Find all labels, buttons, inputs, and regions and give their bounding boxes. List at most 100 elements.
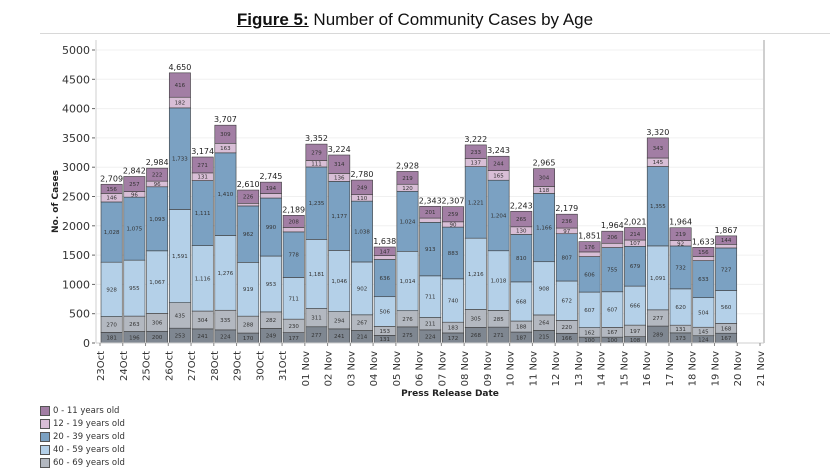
x-tick-label: 16 Nov [642, 351, 653, 387]
segment-label: 107 [630, 241, 641, 247]
segment-label: 711 [425, 295, 436, 301]
segment-label: 305 [471, 316, 482, 322]
segment-label: 197 [630, 329, 641, 335]
segment-label: 220 [562, 325, 573, 331]
bar-segment [373, 255, 396, 260]
segment-label: 211 [425, 322, 436, 328]
x-tick-label: 29Oct [233, 351, 244, 381]
legend-label: 40 - 59 years old [53, 444, 125, 455]
legend-swatch [40, 444, 50, 455]
segment-label: 253 [175, 334, 186, 340]
legend-item: 40 - 59 years old [40, 443, 125, 456]
segment-label: 145 [698, 329, 709, 335]
segment-label: 147 [379, 249, 390, 255]
segment-label: 259 [448, 212, 459, 218]
bar-stack: 124 145 504 633 156 1,633 [692, 237, 715, 343]
segment-label: 165 [493, 173, 504, 179]
segment-label: 288 [243, 323, 254, 329]
segment-label: 679 [630, 264, 641, 270]
x-axis-title: Press Release Date [401, 389, 499, 399]
x-tick-label: 03 Nov [346, 351, 357, 387]
bar-stack: 214 267 902 1,038 110 249 2,780 [351, 170, 374, 344]
legend-label: 60 - 69 years old [53, 457, 125, 468]
segment-label: 711 [288, 296, 299, 302]
total-label: 2,610 [237, 180, 260, 189]
segment-label: 620 [675, 305, 686, 311]
y-tick-label: 5000 [62, 44, 90, 57]
segment-label: 241 [334, 334, 345, 340]
total-label: 2,965 [533, 159, 556, 168]
bar-segment [328, 154, 351, 174]
total-label: 2,780 [351, 170, 374, 179]
segment-label: 282 [266, 318, 277, 324]
segment-label: 92 [677, 241, 684, 247]
bar-stack: 167 168 560 727 144 1,867 [715, 226, 738, 344]
bars: 181 270 928 1,028 146 156 2,709 196 263 955 1,075 9… [100, 63, 737, 344]
segment-label: 173 [675, 336, 686, 342]
bar-segment [373, 246, 396, 256]
total-label: 3,707 [214, 115, 237, 124]
segment-label: 304 [197, 318, 208, 324]
y-tick-label: 3500 [62, 132, 90, 145]
x-tick-label: 07 Nov [437, 351, 448, 387]
total-label: 3,224 [328, 145, 351, 154]
segment-label: 314 [334, 162, 345, 168]
bar-stack: 200 306 1,067 1,093 96 222 2,984 [146, 158, 169, 344]
segment-label: 271 [493, 333, 504, 339]
segment-label: 953 [266, 282, 277, 288]
legend-item: 60 - 69 years old [40, 456, 125, 469]
legend-swatch [40, 457, 50, 468]
segment-label: 1,028 [104, 230, 120, 236]
segment-label: 201 [425, 210, 436, 216]
chart-title: Figure 5: Number of Community Cases by A… [0, 10, 830, 30]
segment-label: 100 [584, 338, 595, 344]
bar-stack: 289 277 1,091 1,355 145 343 3,320 [646, 128, 669, 344]
segment-label: 90 [450, 222, 457, 228]
total-label: 2,243 [510, 201, 533, 210]
bar-segment [214, 124, 237, 144]
x-tick-label: 06 Nov [415, 351, 426, 387]
segment-label: 214 [630, 232, 641, 238]
segment-label: 145 [653, 160, 664, 166]
segment-label: 130 [516, 229, 527, 235]
segment-label: 727 [721, 267, 732, 273]
segment-label: 416 [175, 83, 186, 89]
segment-label: 222 [152, 173, 163, 179]
segment-label: 111 [311, 162, 322, 168]
segment-label: 146 [106, 196, 117, 202]
x-tick-label: 10 Nov [506, 351, 517, 387]
segment-label: 1,091 [650, 276, 666, 282]
segment-label: 215 [539, 335, 550, 341]
bar-segment [260, 181, 282, 194]
segment-label: 1,410 [218, 192, 234, 198]
segment-label: 268 [471, 333, 482, 339]
segment-label: 257 [129, 182, 140, 188]
total-label: 2,984 [146, 158, 169, 167]
segment-label: 162 [584, 330, 595, 336]
segment-label: 1,235 [309, 201, 325, 207]
bar-stack: 253 435 1,591 1,733 182 416 4,650 [168, 63, 191, 344]
y-tick-label: 2500 [62, 191, 90, 204]
segment-label: 778 [288, 253, 299, 259]
segment-label: 120 [402, 186, 413, 192]
bar-segment [237, 189, 260, 204]
segment-label: 137 [471, 161, 482, 167]
bar-stack: 100 162 607 606 176 1,851 [578, 232, 601, 344]
bar-segment [715, 235, 738, 245]
segment-label: 1,591 [172, 254, 188, 260]
segment-label: 1,111 [195, 211, 211, 217]
x-tick-label: 24Oct [119, 351, 130, 381]
segment-label: 279 [311, 150, 322, 156]
y-tick-label: 500 [69, 308, 90, 321]
bar-stack: 215 264 908 1,166 118 304 2,965 [533, 159, 556, 344]
bar-stack: 275 276 1,014 1,024 120 219 2,928 [396, 161, 419, 344]
bar-segment [715, 244, 738, 249]
y-axis-title: No. of Cases [51, 170, 61, 233]
segment-label: 506 [379, 310, 390, 316]
segment-label: 343 [653, 146, 664, 152]
bar-stack: 196 263 955 1,075 96 257 2,842 [123, 166, 146, 344]
segment-label: 163 [220, 146, 231, 152]
segment-label: 919 [243, 287, 254, 293]
segment-label: 200 [152, 335, 163, 341]
segment-label: 607 [584, 308, 595, 314]
